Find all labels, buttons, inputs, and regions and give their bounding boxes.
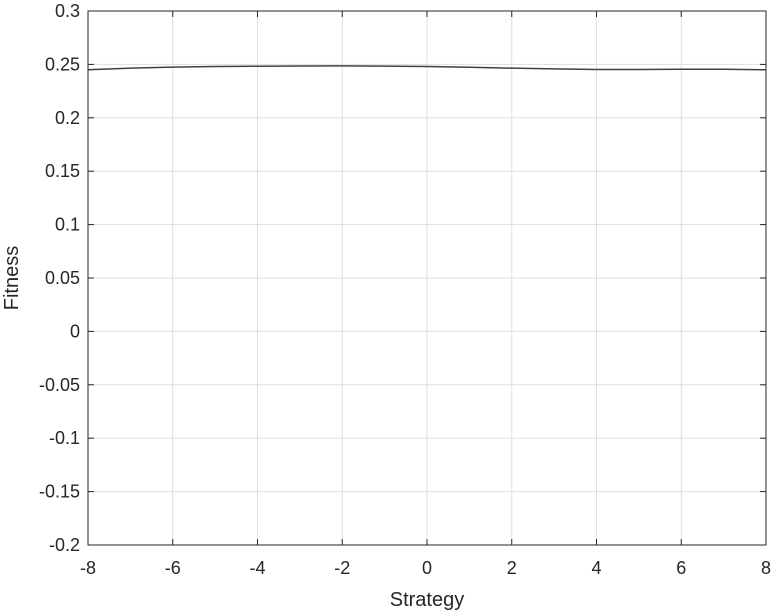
x-tick-label: 6 <box>676 558 686 578</box>
x-tick-label: 0 <box>422 558 432 578</box>
y-tick-label: 0.1 <box>55 215 80 235</box>
y-tick-label: -0.2 <box>49 535 80 555</box>
grid <box>87 10 767 546</box>
x-tick-label: 4 <box>591 558 601 578</box>
x-tick-label: -8 <box>80 558 96 578</box>
x-tick-label: 2 <box>507 558 517 578</box>
y-tick-label: 0.3 <box>55 1 80 21</box>
y-tick-label: -0.15 <box>39 482 80 502</box>
y-axis-label: Fitness <box>1 246 23 310</box>
x-tick-label: -4 <box>249 558 265 578</box>
x-tick-label: 8 <box>761 558 771 578</box>
x-axis-label: Strategy <box>390 589 464 611</box>
x-tick-label: -6 <box>165 558 181 578</box>
y-axis-ticks: -0.2 -0.15 -0.1 -0.05 0 0.05 0.1 0.15 0.2 0.25 0.3 <box>39 1 766 555</box>
series-line-0 <box>87 65 767 71</box>
y-tick-label: -0.1 <box>49 428 80 448</box>
y-tick-label: 0.25 <box>45 54 80 74</box>
y-tick-label: 0.2 <box>55 108 80 128</box>
y-tick-label: -0.05 <box>39 375 80 395</box>
series-layer <box>87 65 767 71</box>
y-tick-label: 0.15 <box>45 161 80 181</box>
y-tick-label: 0.05 <box>45 268 80 288</box>
x-tick-label: -2 <box>334 558 350 578</box>
y-tick-label: 0 <box>70 321 80 341</box>
x-axis-ticks: -8 -6 -4 -2 0 2 4 6 8 <box>80 11 771 578</box>
